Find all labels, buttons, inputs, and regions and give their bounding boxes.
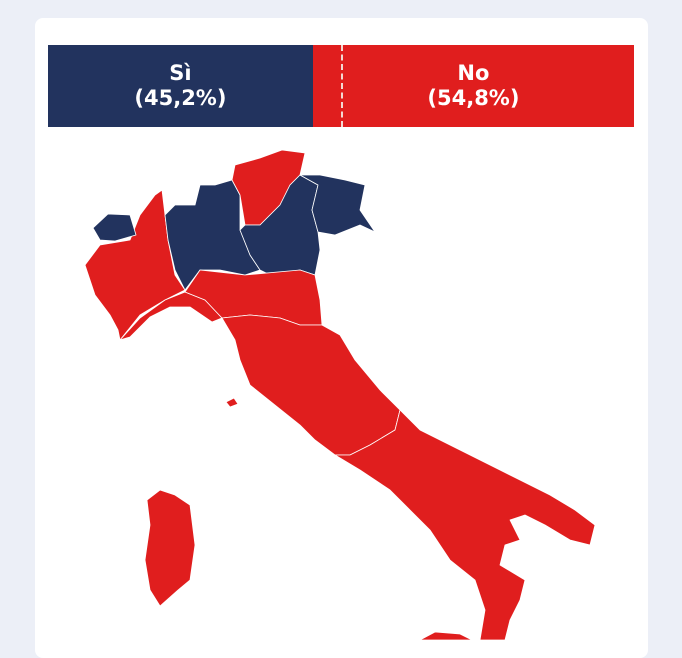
island-elba — [225, 397, 239, 408]
yes-percent: (45,2%) — [134, 86, 227, 110]
yes-label: Sì — [169, 61, 192, 85]
region-central-italy — [221, 314, 401, 456]
no-segment: No (54,8%) — [312, 45, 634, 127]
yes-segment: Sì (45,2%) — [48, 45, 313, 127]
region-aosta-valley — [92, 213, 137, 242]
region-piedmont — [84, 189, 186, 341]
no-label: No — [457, 61, 490, 85]
italy-results-map — [84, 149, 596, 640]
no-percent: (54,8%) — [427, 86, 520, 110]
region-liguria — [119, 291, 223, 341]
majority-threshold-line — [341, 45, 343, 127]
region-sardinia — [144, 489, 196, 607]
region-south-italy — [334, 409, 596, 640]
result-bar: Sì (45,2%) No (54,8%) — [48, 45, 634, 127]
region-friuli — [299, 174, 376, 236]
region-sicily — [419, 631, 473, 640]
